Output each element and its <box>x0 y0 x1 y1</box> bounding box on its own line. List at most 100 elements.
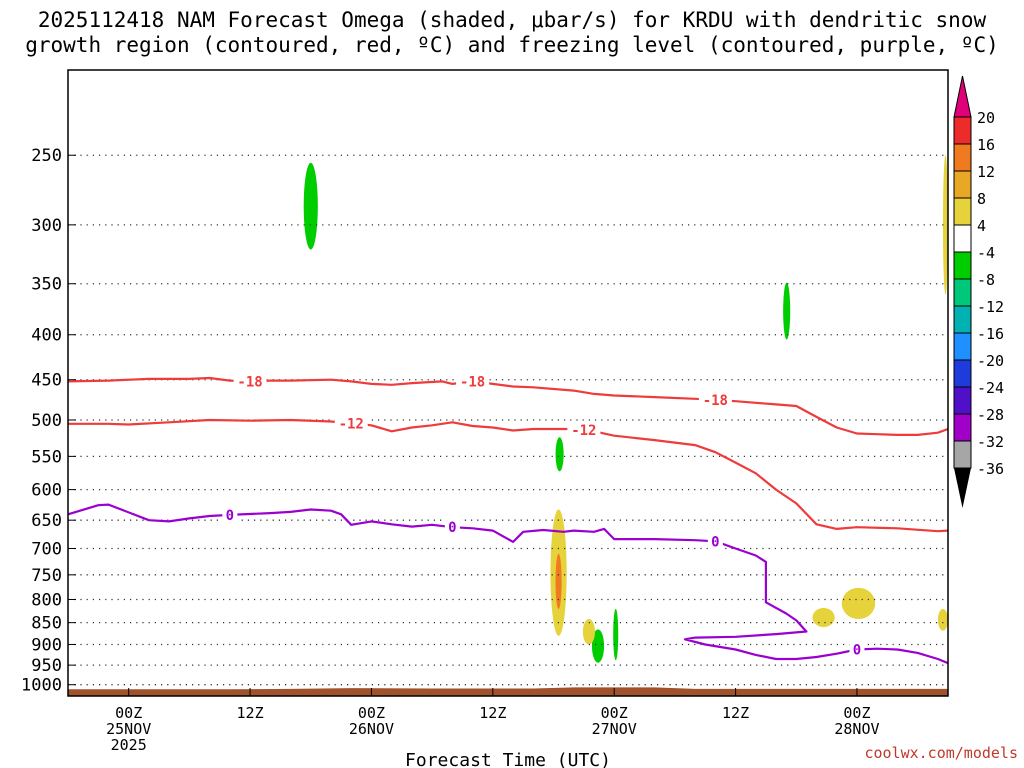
y-tick-label-550: 550 <box>31 447 62 467</box>
omega-shading <box>303 155 948 663</box>
contour-2-label-3: 0 <box>853 643 861 659</box>
colorbar-swatch-8 <box>953 332 972 361</box>
omega-region-6 <box>555 553 562 609</box>
surface-fill <box>68 687 948 696</box>
colorbar-swatch-10 <box>953 386 972 415</box>
plot-frame <box>67 69 949 697</box>
colorbar-swatch-1 <box>953 143 972 172</box>
omega-region-3 <box>591 629 605 663</box>
y-tick-label-650: 650 <box>31 511 62 531</box>
contour-2-label-0: 0 <box>226 508 234 524</box>
contour-0-label-bg-0 <box>233 373 267 390</box>
colorbar-swatch-4 <box>953 224 972 253</box>
contour-1-label-0: -12 <box>339 416 364 432</box>
y-tick-label-850: 850 <box>31 614 62 634</box>
contour-0-label-1: -18 <box>460 374 485 390</box>
omega-region-0 <box>303 162 318 250</box>
contour-2-label-bg-3 <box>849 641 865 658</box>
colorbar-label-5: -4 <box>977 244 995 262</box>
x-tick-label-4-1: 00Z <box>601 704 628 722</box>
contour-2-label-bg-1 <box>444 519 460 536</box>
credit-text: coolwx.com/models <box>864 744 1018 762</box>
colorbar-label-2: 12 <box>977 163 995 181</box>
colorbar-label-11: -28 <box>977 406 1004 424</box>
x-tick-label-5-1: 12Z <box>722 704 749 722</box>
omega-region-9 <box>812 607 835 628</box>
colorbar-label-0: 20 <box>977 109 995 127</box>
colorbar-label-10: -24 <box>977 379 1004 397</box>
colorbar-swatch-7 <box>953 305 972 334</box>
colorbar-label-12: -32 <box>977 433 1004 451</box>
y-tick-label-250: 250 <box>31 146 62 166</box>
contour-0-label-2: -18 <box>703 393 728 409</box>
x-tick-label-0-3: 2025 <box>111 736 147 754</box>
colorbar-swatch-3 <box>953 197 972 226</box>
contour-0-label-0: -18 <box>237 374 262 390</box>
y-tick-label-1000: 1000 <box>21 676 62 696</box>
colorbar-label-6: -8 <box>977 271 995 289</box>
colorbar-swatch-11 <box>953 413 972 442</box>
colorbar-top-arrow <box>953 75 972 118</box>
y-tick-label-800: 800 <box>31 590 62 610</box>
colorbar-swatch-5 <box>953 251 972 280</box>
colorbar-label-13: -36 <box>977 460 1004 478</box>
x-tick-label-3-1: 12Z <box>479 704 506 722</box>
contour-0-line <box>67 376 949 436</box>
colorbar-swatch-12 <box>953 440 972 469</box>
contour-2-label-1: 0 <box>448 520 456 536</box>
omega-region-8 <box>841 587 876 620</box>
x-tick-label-0-2: 25NOV <box>106 720 151 738</box>
pressure-axis: 2503003504004505005506006507007508008509… <box>21 146 76 696</box>
omega-region-7 <box>582 619 595 645</box>
contour-2-label-2: 0 <box>711 534 719 550</box>
colorbar-label-9: -20 <box>977 352 1004 370</box>
contour-1-line <box>68 418 949 533</box>
contour-1-label-bg-1 <box>567 422 601 439</box>
contour-2-line <box>67 503 949 665</box>
surface-terrain <box>68 687 948 696</box>
y-tick-label-750: 750 <box>31 566 62 586</box>
colorbar-swatch-9 <box>953 359 972 388</box>
colorbar-label-1: 16 <box>977 136 995 154</box>
x-tick-label-4-2: 27NOV <box>592 720 637 738</box>
y-tick-label-400: 400 <box>31 326 62 346</box>
colorbar-bottom-arrow <box>954 468 971 508</box>
x-tick-label-0-1: 00Z <box>115 704 142 722</box>
omega-region-10 <box>937 608 948 631</box>
omega-region-1 <box>783 282 791 340</box>
colorbar-swatch-2 <box>953 170 972 199</box>
colorbar-label-7: -12 <box>977 298 1004 316</box>
y-tick-label-500: 500 <box>31 411 62 431</box>
x-tick-label-6-2: 28NOV <box>834 720 879 738</box>
colorbar-label-3: 8 <box>977 190 986 208</box>
x-tick-label-1-1: 12Z <box>237 704 264 722</box>
y-tick-label-350: 350 <box>31 275 62 295</box>
omega-region-4 <box>613 608 619 661</box>
x-tick-label-6-1: 00Z <box>843 704 870 722</box>
colorbar-swatch-0 <box>953 116 972 145</box>
x-tick-label-2-2: 26NOV <box>349 720 394 738</box>
y-tick-label-900: 900 <box>31 635 62 655</box>
colorbar-label-4: 4 <box>977 217 986 235</box>
contour-2-label-bg-2 <box>707 533 723 550</box>
y-tick-label-950: 950 <box>31 656 62 676</box>
chart-title-line-1: 2025112418 NAM Forecast Omega (shaded, μ… <box>37 8 987 32</box>
omega-region-11 <box>942 155 948 295</box>
temperature-contours: -18 -18 -18 -12 -12 0 0 0 0 <box>67 373 949 665</box>
x-tick-label-2-1: 00Z <box>358 704 385 722</box>
contour-1-label-bg-0 <box>334 415 368 432</box>
colorbar-swatch-6 <box>953 278 972 307</box>
y-tick-label-300: 300 <box>31 216 62 236</box>
contour-0-label-bg-2 <box>698 391 732 408</box>
contour-0-label-bg-1 <box>456 373 490 390</box>
y-tick-label-600: 600 <box>31 481 62 501</box>
x-axis-label: Forecast Time (UTC) <box>405 750 611 768</box>
omega-region-2 <box>555 437 564 472</box>
colorbar-label-8: -16 <box>977 325 1004 343</box>
y-tick-label-450: 450 <box>31 371 62 391</box>
contour-2-label-bg-0 <box>222 506 238 523</box>
omega-colorbar: 20 16 12 8 4 -4 -8 -12 -16 -20 -24 -28 -32 -36 <box>953 75 1004 508</box>
chart-title-line-2: growth region (contoured, red, ºC) and f… <box>25 33 999 57</box>
